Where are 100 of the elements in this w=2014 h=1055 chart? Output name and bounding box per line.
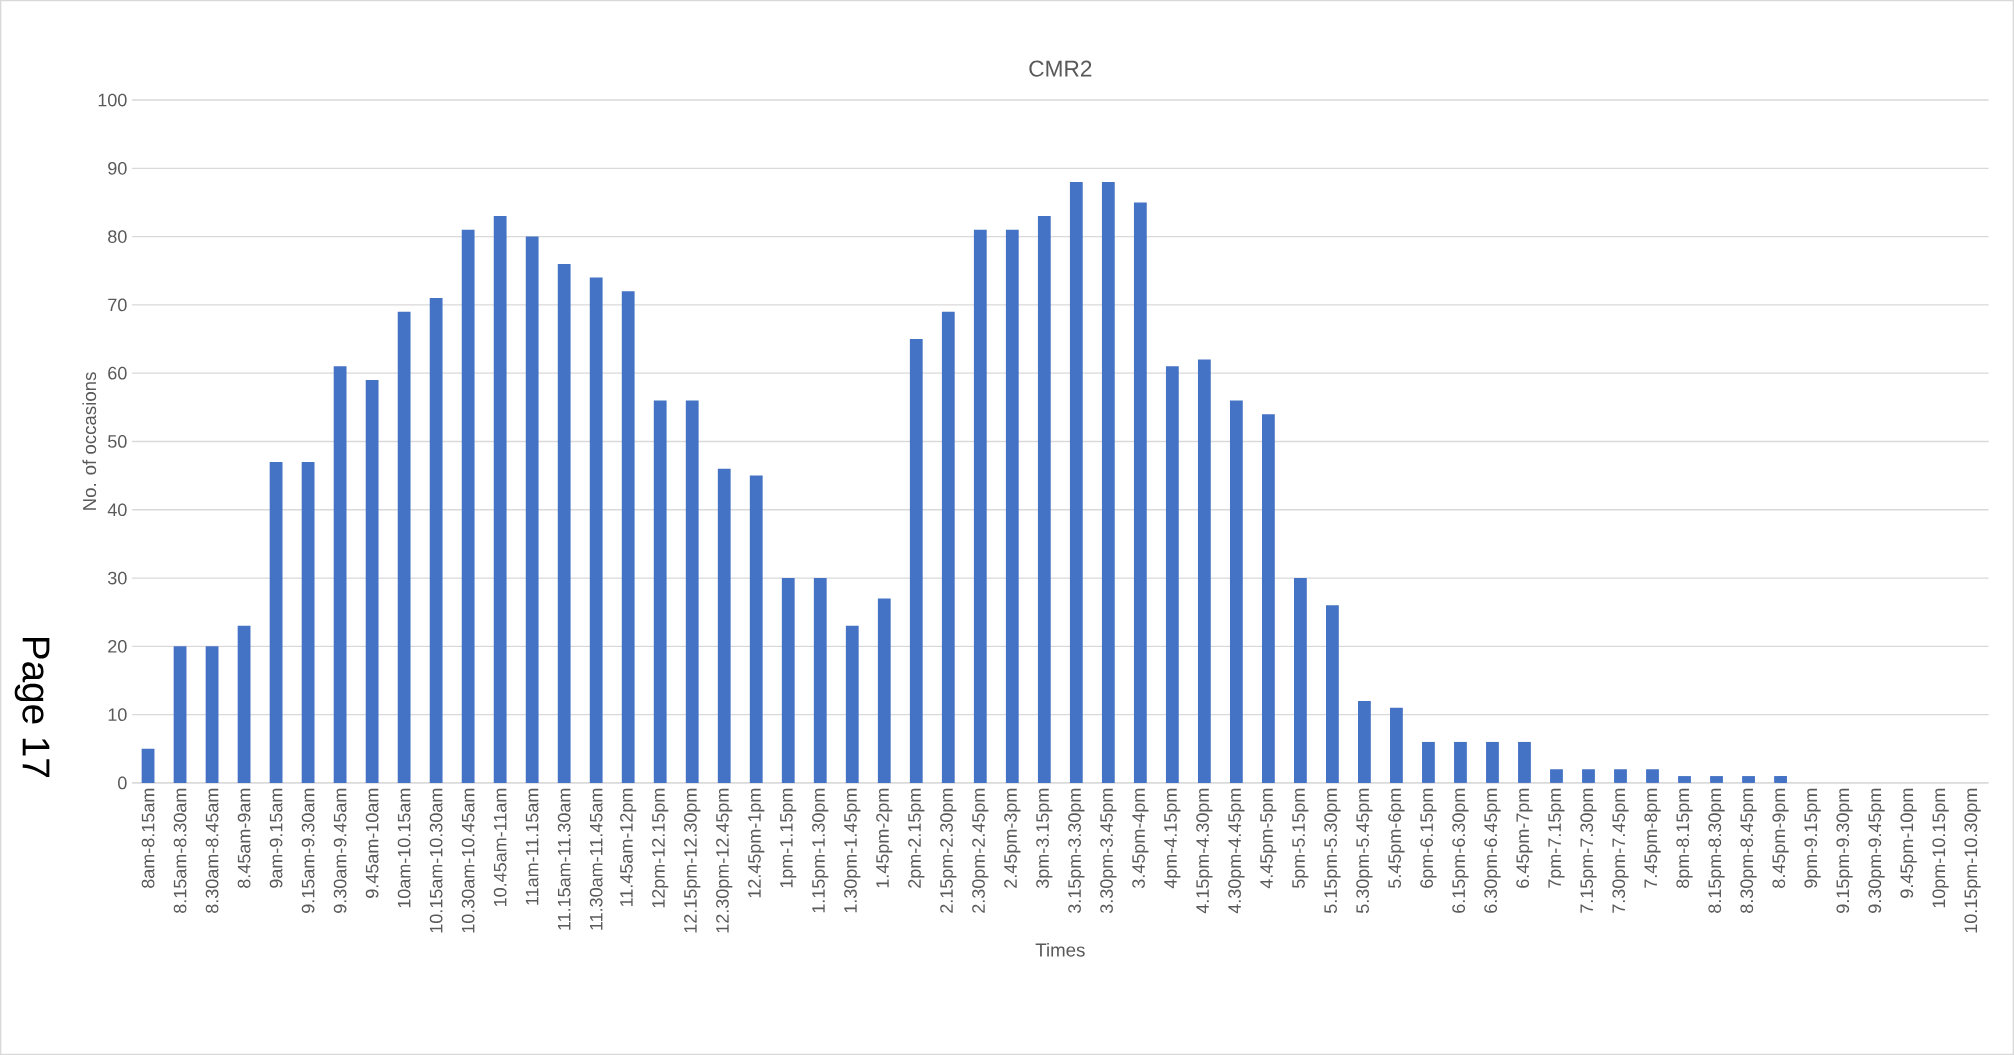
bar xyxy=(1197,359,1211,783)
x-tick-label: 5.15pm-5.30pm xyxy=(1324,788,1341,914)
bar xyxy=(685,400,699,783)
y-tick-label: 0 xyxy=(118,776,127,790)
x-tick-label: 2.30pm-2.45pm xyxy=(972,788,989,913)
bar xyxy=(1486,741,1499,783)
bar xyxy=(1037,216,1051,783)
y-tick-label: 40 xyxy=(107,503,127,517)
bar xyxy=(1326,605,1339,783)
bar xyxy=(845,625,859,783)
x-tick-label: 8.15pm-8.30pm xyxy=(1708,788,1725,913)
bar xyxy=(717,468,731,783)
y-tick-label: 70 xyxy=(108,298,127,312)
bar xyxy=(1550,769,1563,783)
x-tick-label: 7.15pm-7.30pm xyxy=(1580,788,1597,913)
x-tick-label: 5.45pm-6pm xyxy=(1388,788,1405,888)
x-tick-label: 9.45am-10am xyxy=(365,788,379,898)
x-tick-label: 9am-9.15am xyxy=(269,788,283,888)
x-tick-label: 4pm-4.15pm xyxy=(1164,788,1181,889)
bar xyxy=(301,461,315,783)
x-tick-label: 1.15pm-1.30pm xyxy=(812,788,829,913)
y-tick-label: 100 xyxy=(98,93,127,107)
x-tick-label: 12.15pm-12.30pm xyxy=(684,788,701,933)
x-tick-label: 3.15pm-3.30pm xyxy=(1068,788,1085,914)
bar xyxy=(653,400,667,783)
bar xyxy=(333,366,347,783)
bar xyxy=(1742,776,1755,783)
x-tick-label: 4.45pm-5pm xyxy=(1260,788,1277,889)
bar xyxy=(365,380,379,783)
bar xyxy=(1005,229,1019,783)
x-tick-label: 2.45pm-3pm xyxy=(1004,788,1021,888)
y-tick-label: 50 xyxy=(108,435,127,448)
bar xyxy=(269,461,283,783)
bar xyxy=(1358,700,1371,783)
bar xyxy=(141,748,155,783)
x-tick-label: 10.15pm-10.30pm xyxy=(1964,788,1981,933)
x-tick-label: 9.30pm-9.45pm xyxy=(1868,788,1885,913)
x-tick-label: 4.15pm-4.30pm xyxy=(1196,788,1213,914)
x-tick-label: 9.45pm-10pm xyxy=(1900,788,1917,898)
bar xyxy=(1101,181,1115,783)
x-tick-label: 11.15am-11.30am xyxy=(557,788,571,930)
x-tick-label: 6.45pm-7pm xyxy=(1516,788,1533,888)
x-tick-label: 5pm-5.15pm xyxy=(1292,788,1309,888)
x-tick-label: 9.15am-9.30am xyxy=(301,788,315,913)
bar xyxy=(237,625,251,783)
x-tick-label: 8.30pm-8.45pm xyxy=(1740,788,1757,913)
bar xyxy=(1678,776,1691,783)
x-tick-label: 8.30am-8.45am xyxy=(205,788,219,913)
bar xyxy=(1422,741,1435,783)
bar xyxy=(205,646,219,783)
chart-title: CMR2 xyxy=(1029,60,1092,77)
bar xyxy=(1229,400,1243,783)
x-tick-label: 8.45pm-9pm xyxy=(1772,788,1789,888)
bar xyxy=(525,236,539,783)
x-tick-label: 9.15pm-9.30pm xyxy=(1836,788,1853,913)
bar xyxy=(1646,769,1659,783)
text: Page 17 xyxy=(14,638,50,777)
x-tick-label: 1.45pm-2pm xyxy=(876,788,893,888)
x-tick-label: 3.45pm-4pm xyxy=(1132,788,1149,889)
bar xyxy=(1261,414,1275,783)
x-tick-label: 3.30pm-3.45pm xyxy=(1100,788,1117,914)
x-tick-label: 11am-11.15am xyxy=(525,788,539,905)
bar xyxy=(589,277,603,783)
x-tick-label: 8.45am-9am xyxy=(237,788,251,888)
x-tick-label: 12.30pm-12.45pm xyxy=(716,788,733,933)
bar xyxy=(973,229,987,783)
x-tick-label: 10.30am-10.45am xyxy=(461,788,475,933)
x-tick-label: 3pm-3.15pm xyxy=(1036,788,1053,889)
y-tick-label: 30 xyxy=(108,571,127,585)
bar xyxy=(1390,707,1403,783)
x-tick-label: 6.15pm-6.30pm xyxy=(1452,788,1469,913)
bar xyxy=(1582,769,1595,783)
x-tick-label: 5.30pm-5.45pm xyxy=(1356,788,1373,914)
bar xyxy=(1069,181,1083,783)
x-tick-label: 8am-8.15am xyxy=(141,788,155,888)
y-tick-label: 10 xyxy=(108,708,127,721)
bar xyxy=(781,578,795,783)
bar xyxy=(1165,366,1179,783)
x-tick-label: 7.45pm-8pm xyxy=(1644,788,1661,888)
x-tick-label: 10.15am-10.30am xyxy=(429,788,443,933)
bar xyxy=(429,298,443,783)
bar xyxy=(557,263,571,783)
bar xyxy=(877,598,891,783)
y-axis-title: No. of occasions xyxy=(82,372,97,510)
bar xyxy=(1133,202,1147,783)
x-tick-label: 9.30am-9.45am xyxy=(333,788,347,913)
x-tick-label: 9pm-9.15pm xyxy=(1804,788,1821,888)
y-tick-label: 90 xyxy=(108,161,127,175)
x-tick-label: 12pm-12.15pm xyxy=(652,788,669,908)
x-tick-label: 11.45am-12pm xyxy=(620,788,637,907)
x-tick-label: 8pm-8.15pm xyxy=(1676,788,1693,888)
x-tick-label: 10.45am-11am xyxy=(493,788,507,907)
bar xyxy=(1518,741,1531,783)
x-tick-label: 6pm-6.15pm xyxy=(1420,788,1437,888)
bar xyxy=(1710,776,1723,783)
x-tick-label: 7.30pm-7.45pm xyxy=(1612,788,1629,913)
bar xyxy=(1614,769,1627,783)
bar xyxy=(1774,776,1787,783)
x-tick-label: 4.30pm-4.45pm xyxy=(1228,788,1245,914)
y-tick-label: 80 xyxy=(108,230,127,243)
